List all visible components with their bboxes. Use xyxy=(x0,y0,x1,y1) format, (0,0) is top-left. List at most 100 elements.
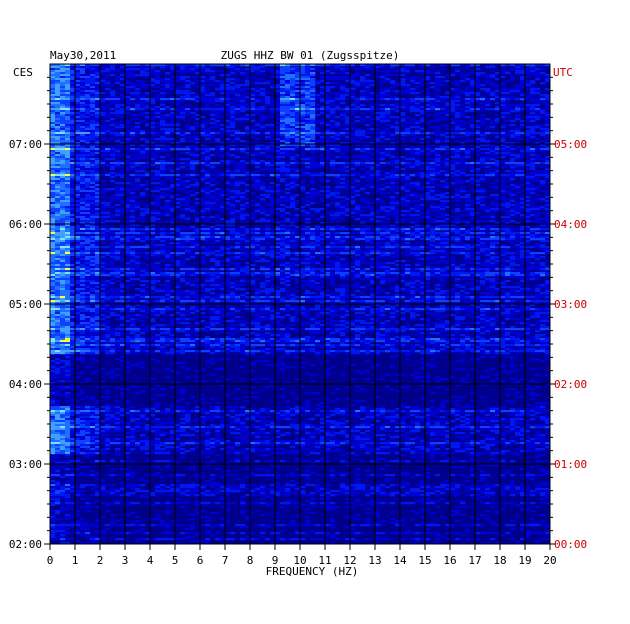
heatmap-cell xyxy=(335,104,341,107)
heatmap-cell xyxy=(300,136,306,139)
heatmap-cell xyxy=(110,74,116,77)
heatmap-cell xyxy=(355,110,361,113)
heatmap-cell xyxy=(465,148,471,151)
heatmap-cell xyxy=(105,130,111,133)
heatmap-cell xyxy=(500,204,506,207)
heatmap-cell xyxy=(165,106,171,109)
heatmap-cell xyxy=(520,184,526,187)
heatmap-cell xyxy=(475,196,481,199)
heatmap-cell xyxy=(235,144,241,147)
heatmap-cell xyxy=(365,174,371,177)
heatmap-cell xyxy=(285,66,291,69)
heatmap-cell xyxy=(255,164,261,167)
heatmap-cell xyxy=(280,110,286,113)
heatmap-cell xyxy=(455,100,461,103)
heatmap-cell xyxy=(275,74,281,77)
heatmap-cell xyxy=(500,88,506,91)
heatmap-cell xyxy=(70,74,76,77)
heatmap-cell xyxy=(355,84,361,87)
heatmap-cell xyxy=(320,186,326,189)
heatmap-cell xyxy=(50,180,56,183)
heatmap-cell xyxy=(250,102,256,105)
heatmap-cell xyxy=(390,146,396,149)
heatmap-cell xyxy=(350,192,356,195)
heatmap-cell xyxy=(480,118,486,121)
heatmap-cell xyxy=(120,186,126,189)
heatmap-cell xyxy=(545,102,551,105)
heatmap-cell xyxy=(310,66,316,69)
heatmap-cell xyxy=(70,78,76,81)
heatmap-cell xyxy=(215,174,221,177)
heatmap-cell xyxy=(90,74,96,77)
heatmap-cell xyxy=(95,196,101,199)
heatmap-cell xyxy=(345,90,351,93)
heatmap-cell xyxy=(295,78,301,81)
heatmap-cell xyxy=(355,166,361,169)
heatmap-cell xyxy=(140,92,146,95)
heatmap-cell xyxy=(125,162,131,165)
heatmap-cell xyxy=(170,170,176,173)
heatmap-cell xyxy=(315,166,321,169)
heatmap-cell xyxy=(350,202,356,205)
heatmap-cell xyxy=(140,84,146,87)
heatmap-cell xyxy=(255,108,261,111)
heatmap-cell xyxy=(255,100,261,103)
heatmap-cell xyxy=(55,112,61,115)
heatmap-cell xyxy=(175,184,181,187)
heatmap-cell xyxy=(165,72,171,75)
heatmap-cell xyxy=(65,202,71,205)
heatmap-cell xyxy=(400,142,406,145)
heatmap-cell xyxy=(100,146,106,149)
heatmap-cell xyxy=(65,172,71,175)
heatmap-cell xyxy=(80,98,86,101)
heatmap-cell xyxy=(415,204,421,207)
heatmap-cell xyxy=(535,186,541,189)
heatmap-cell xyxy=(505,206,511,209)
heatmap-cell xyxy=(95,144,101,147)
heatmap-cell xyxy=(520,196,526,199)
heatmap-cell xyxy=(395,186,401,189)
heatmap-cell xyxy=(95,110,101,113)
heatmap-cell xyxy=(500,174,506,177)
heatmap-cell xyxy=(235,64,241,67)
heatmap-cell xyxy=(285,174,291,177)
heatmap-cell xyxy=(265,154,271,157)
heatmap-cell xyxy=(110,84,116,87)
heatmap-cell xyxy=(180,118,186,121)
heatmap-cell xyxy=(525,178,531,181)
heatmap-cell xyxy=(180,64,186,67)
heatmap-cell xyxy=(115,68,121,71)
heatmap-cell xyxy=(90,124,96,127)
heatmap-cell xyxy=(295,146,301,149)
heatmap-cell xyxy=(440,200,446,203)
heatmap-cell xyxy=(325,138,331,141)
heatmap-cell xyxy=(485,132,491,135)
heatmap-cell xyxy=(365,110,371,113)
heatmap-cell xyxy=(430,98,436,101)
heatmap-cell xyxy=(350,94,356,97)
heatmap-cell xyxy=(245,68,251,71)
heatmap-cell xyxy=(150,80,156,83)
heatmap-cell xyxy=(65,178,71,181)
heatmap-cell xyxy=(295,118,301,121)
heatmap-cell xyxy=(210,80,216,83)
heatmap-cell xyxy=(300,172,306,175)
heatmap-cell xyxy=(55,188,61,191)
heatmap-cell xyxy=(55,142,61,145)
heatmap-cell xyxy=(360,108,366,111)
heatmap-cell xyxy=(75,188,81,191)
heatmap-cell xyxy=(335,106,341,109)
heatmap-cell xyxy=(390,90,396,93)
heatmap-cell xyxy=(395,68,401,71)
heatmap-cell xyxy=(215,100,221,103)
heatmap-cell xyxy=(515,154,521,157)
heatmap-cell xyxy=(370,176,376,179)
heatmap-cell xyxy=(195,108,201,111)
heatmap-cell xyxy=(415,150,421,153)
heatmap-cell xyxy=(90,70,96,73)
heatmap-cell xyxy=(110,158,116,161)
heatmap-cell xyxy=(50,154,56,157)
heatmap-cell xyxy=(250,128,256,131)
heatmap-cell xyxy=(285,188,291,191)
heatmap-cell xyxy=(385,142,391,145)
